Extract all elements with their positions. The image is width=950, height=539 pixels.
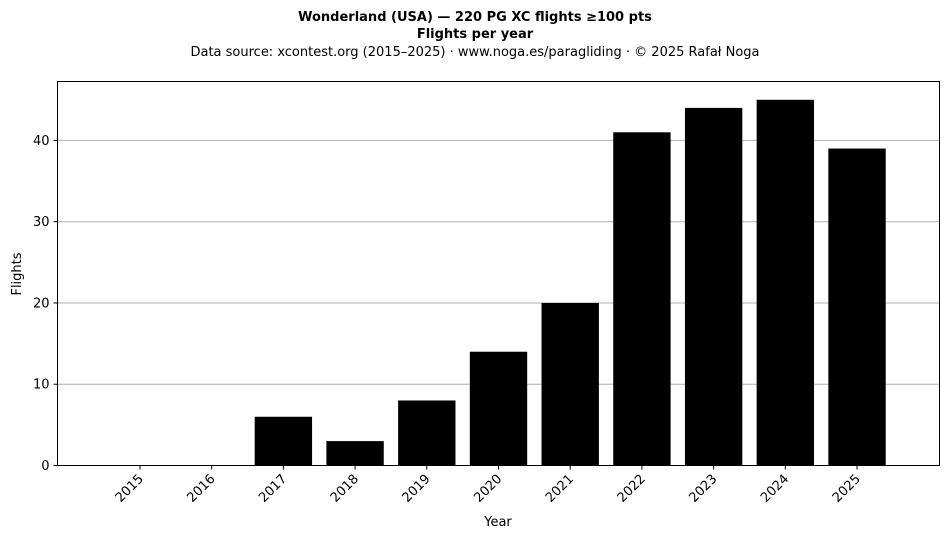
x-tick-label-2020: 2020 xyxy=(471,472,505,506)
y-tick-label-20: 20 xyxy=(33,296,50,311)
x-tick-label-2018: 2018 xyxy=(328,472,362,506)
y-tick-label-30: 30 xyxy=(33,215,50,230)
bar-2019 xyxy=(398,400,456,466)
x-tick-label-2023: 2023 xyxy=(686,472,720,506)
chart-title: Wonderland (USA) — 220 PG XC flights ≥10… xyxy=(298,10,652,25)
x-tick-label-2022: 2022 xyxy=(615,472,649,506)
x-tick-label-2021: 2021 xyxy=(543,472,577,506)
bar-2017 xyxy=(254,416,313,466)
y-axis-ticks: 0 10 20 30 40 xyxy=(33,134,58,474)
bar-2022 xyxy=(613,132,671,466)
bars xyxy=(254,99,886,466)
y-tick-label-10: 10 xyxy=(33,378,50,393)
bar-2025 xyxy=(828,148,886,466)
y-axis-label: Flights xyxy=(10,252,25,295)
bar-2023 xyxy=(684,107,743,466)
y-tick-label-40: 40 xyxy=(33,134,50,149)
x-axis-label: Year xyxy=(483,515,512,530)
bar-2024 xyxy=(756,99,815,466)
y-tick-label-0: 0 xyxy=(41,459,49,474)
chart-source-line: Data source: xcontest.org (2015–2025) · … xyxy=(190,45,759,60)
x-tick-label-2025: 2025 xyxy=(830,472,864,506)
x-tick-label-2017: 2017 xyxy=(256,472,290,506)
x-tick-label-2015: 2015 xyxy=(113,472,147,506)
bar-2020 xyxy=(469,351,528,466)
x-axis-ticks: 2015 2016 2017 2018 2019 2020 2021 2022 2023 2024… xyxy=(113,465,864,506)
chart-subtitle: Flights per year xyxy=(417,27,534,42)
x-tick-label-2024: 2024 xyxy=(758,472,792,506)
x-tick-label-2019: 2019 xyxy=(400,472,434,506)
bar-2021 xyxy=(541,302,599,466)
x-tick-label-2016: 2016 xyxy=(184,472,218,506)
bar-2018 xyxy=(326,441,384,466)
